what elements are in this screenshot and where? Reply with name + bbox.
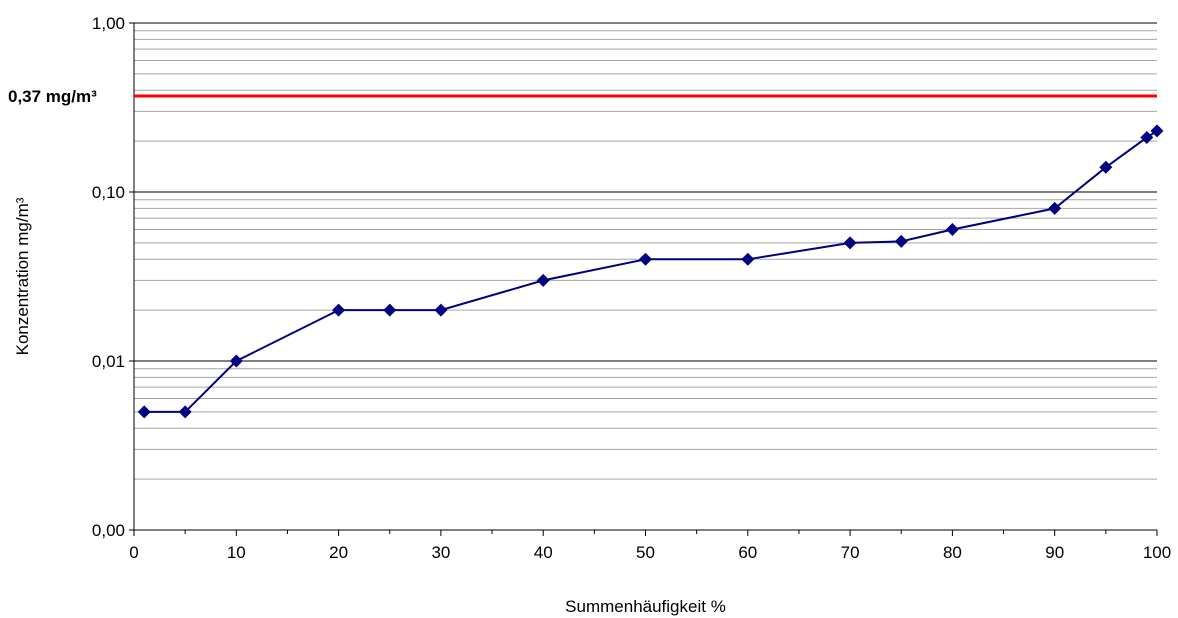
y-tick-label: 0,00 [92, 521, 125, 540]
x-tick-labels: 0 10 20 30 40 50 60 70 80 90 100 [129, 543, 1171, 562]
x-tick-label: 10 [227, 543, 246, 562]
data-point [536, 273, 550, 287]
x-tick-label: 70 [841, 543, 860, 562]
y-tick-label: 1,00 [92, 14, 125, 33]
threshold: 0,37 mg/m³ [8, 87, 1157, 106]
x-tick-label: 0 [129, 543, 138, 562]
series-line [144, 130, 1158, 413]
data-point [229, 354, 243, 368]
x-tick-label: 60 [738, 543, 757, 562]
data-point [178, 405, 192, 419]
y-tick-label: 0,01 [92, 352, 125, 371]
data-point [843, 236, 857, 250]
x-tick-label: 80 [943, 543, 962, 562]
data-point [1048, 201, 1062, 215]
x-tick-label: 50 [636, 543, 655, 562]
threshold-label: 0,37 mg/m³ [8, 87, 97, 106]
x-tick-label: 40 [534, 543, 553, 562]
data-point [1140, 131, 1154, 145]
data-point [332, 303, 346, 317]
axes [129, 22, 1158, 536]
x-tick-label: 30 [431, 543, 450, 562]
data-point [1099, 160, 1113, 174]
x-axis-title: Summenhäufigkeit % [565, 597, 726, 616]
data-point [383, 303, 397, 317]
y-axis-title: Konzentration mg/m³ [13, 197, 32, 355]
data-point [945, 222, 959, 236]
data-point [894, 234, 908, 248]
y-tick-label: 0,10 [92, 183, 125, 202]
data-point [137, 405, 151, 419]
data-point [1150, 124, 1164, 138]
grid-lines [134, 22, 1157, 531]
x-tick-label: 90 [1045, 543, 1064, 562]
x-tick-label: 20 [329, 543, 348, 562]
series [137, 124, 1164, 419]
data-point [639, 252, 652, 266]
y-tick-labels: 0,00 0,01 0,10 1,00 [92, 14, 125, 540]
data-point [434, 303, 448, 317]
data-point [741, 252, 755, 266]
x-tick-label: 100 [1143, 543, 1171, 562]
